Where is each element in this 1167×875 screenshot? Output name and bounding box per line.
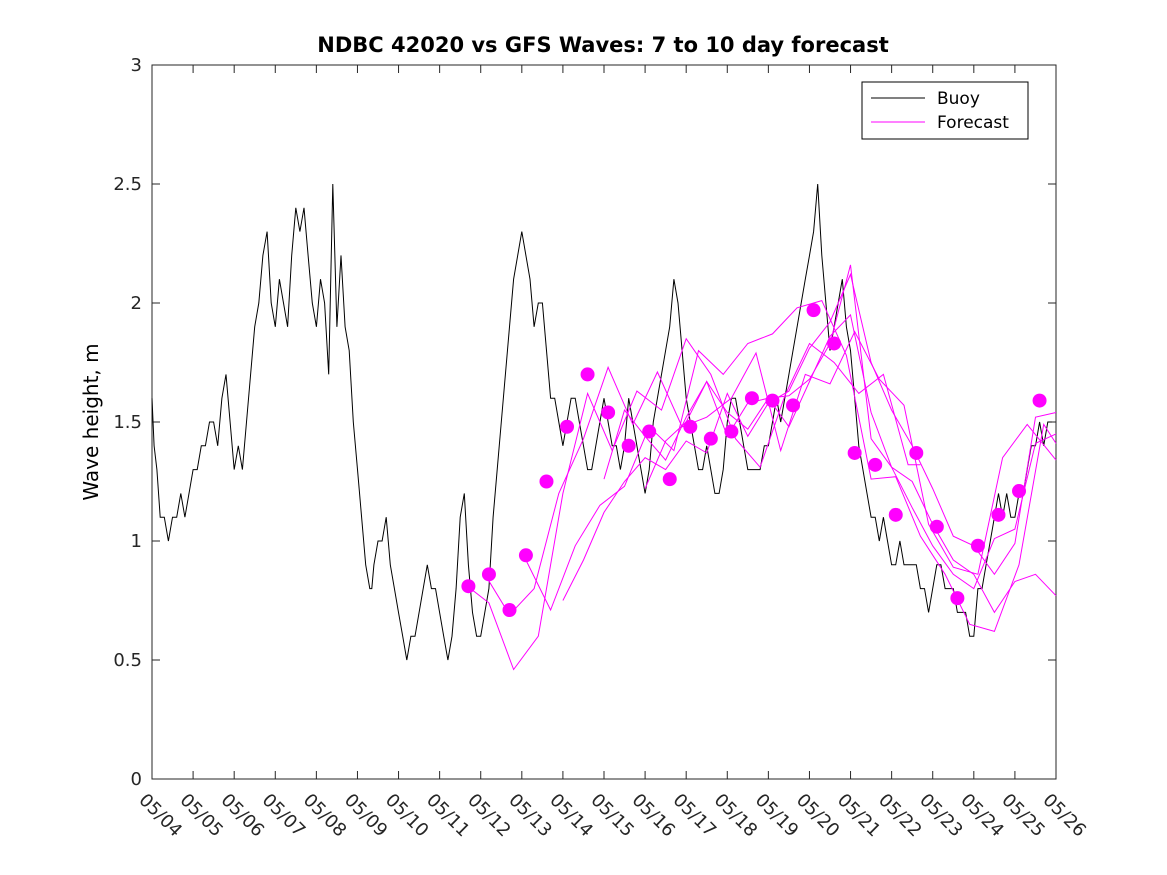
- y-axis-label: Wave height, m: [79, 343, 103, 500]
- forecast-point: [621, 438, 636, 453]
- x-tick-label: 05/20: [792, 790, 844, 842]
- forecast-point: [950, 591, 965, 606]
- forecast-point: [1012, 484, 1027, 499]
- y-tick-label: 2.5: [113, 174, 142, 195]
- forecast-point: [481, 567, 496, 582]
- forecast-point: [662, 472, 677, 487]
- plot-frame: [151, 64, 1057, 780]
- x-tick-label: 05/21: [833, 790, 885, 842]
- forecast-point: [765, 393, 780, 408]
- legend: Buoy Forecast: [861, 81, 1029, 140]
- forecast-point: [827, 336, 842, 351]
- x-tick-label: 05/22: [874, 790, 926, 842]
- x-tick-label: 05/12: [463, 790, 515, 842]
- forecast-point: [786, 398, 801, 413]
- x-tick-label: 05/23: [915, 790, 967, 842]
- forecast-run-line: [463, 337, 921, 671]
- y-tick-label: 1.5: [113, 412, 142, 433]
- forecast-point: [929, 519, 944, 534]
- forecast-point: [461, 579, 476, 594]
- forecast-point: [601, 405, 616, 420]
- forecast-point: [580, 367, 595, 382]
- forecast-point: [744, 391, 759, 406]
- forecast-point: [991, 507, 1006, 522]
- forecast-point: [539, 474, 554, 489]
- x-tick-label: 05/04: [134, 790, 186, 842]
- x-tick-label: 05/17: [669, 790, 721, 842]
- x-tick-label: 05/18: [710, 790, 762, 842]
- forecast-point: [502, 603, 517, 618]
- forecast-point: [909, 445, 924, 460]
- buoy-series-line: [151, 183, 1052, 661]
- x-tick-label: 05/11: [422, 790, 474, 842]
- y-tick-label: 2: [131, 293, 142, 314]
- x-tick-label: 05/24: [956, 790, 1008, 842]
- chart-title: NDBC 42020 vs GFS Waves: 7 to 10 day for…: [317, 33, 888, 57]
- legend-forecast-label: Forecast: [937, 113, 1009, 133]
- forecast-point: [703, 431, 718, 446]
- legend-buoy-label: Buoy: [937, 89, 980, 109]
- forecast-point: [560, 419, 575, 434]
- y-axis: 0 0.5 1 1.5 2 2.5 3: [113, 55, 1056, 790]
- forecast-point: [970, 538, 985, 553]
- x-tick-label: 05/10: [381, 790, 433, 842]
- forecast-run-line: [603, 313, 1057, 614]
- forecast-point: [518, 548, 533, 563]
- plot-area: [151, 64, 1057, 780]
- forecast-point: [868, 457, 883, 472]
- legend-box: [861, 81, 1029, 140]
- forecast-run-line: [525, 299, 1057, 633]
- forecast-point: [806, 303, 821, 318]
- x-tick-label: 05/14: [545, 790, 597, 842]
- forecast-point: [847, 445, 862, 460]
- x-tick-label: 05/25: [997, 790, 1049, 842]
- forecast-point: [724, 424, 739, 439]
- x-tick-label: 05/26: [1038, 790, 1090, 842]
- y-tick-label: 3: [131, 55, 142, 76]
- x-tick-label: 05/07: [258, 790, 310, 842]
- x-tick-label: 05/09: [340, 790, 392, 842]
- y-tick-label: 1: [131, 531, 142, 552]
- forecast-point: [1032, 393, 1047, 408]
- forecast-point: [888, 507, 903, 522]
- forecast-run-line: [644, 264, 1057, 590]
- y-tick-label: 0: [131, 769, 142, 790]
- forecast-point: [642, 424, 657, 439]
- series-layer: [151, 183, 1057, 671]
- x-tick-label: 05/16: [628, 790, 680, 842]
- x-tick-label: 05/08: [299, 790, 351, 842]
- x-tick-label: 05/06: [217, 790, 269, 842]
- x-tick-label: 05/13: [504, 790, 556, 842]
- x-tick-label: 05/05: [176, 790, 228, 842]
- x-tick-label: 05/19: [751, 790, 803, 842]
- x-tick-label: 05/15: [586, 790, 638, 842]
- y-tick-label: 0.5: [113, 650, 142, 671]
- forecast-point: [683, 419, 698, 434]
